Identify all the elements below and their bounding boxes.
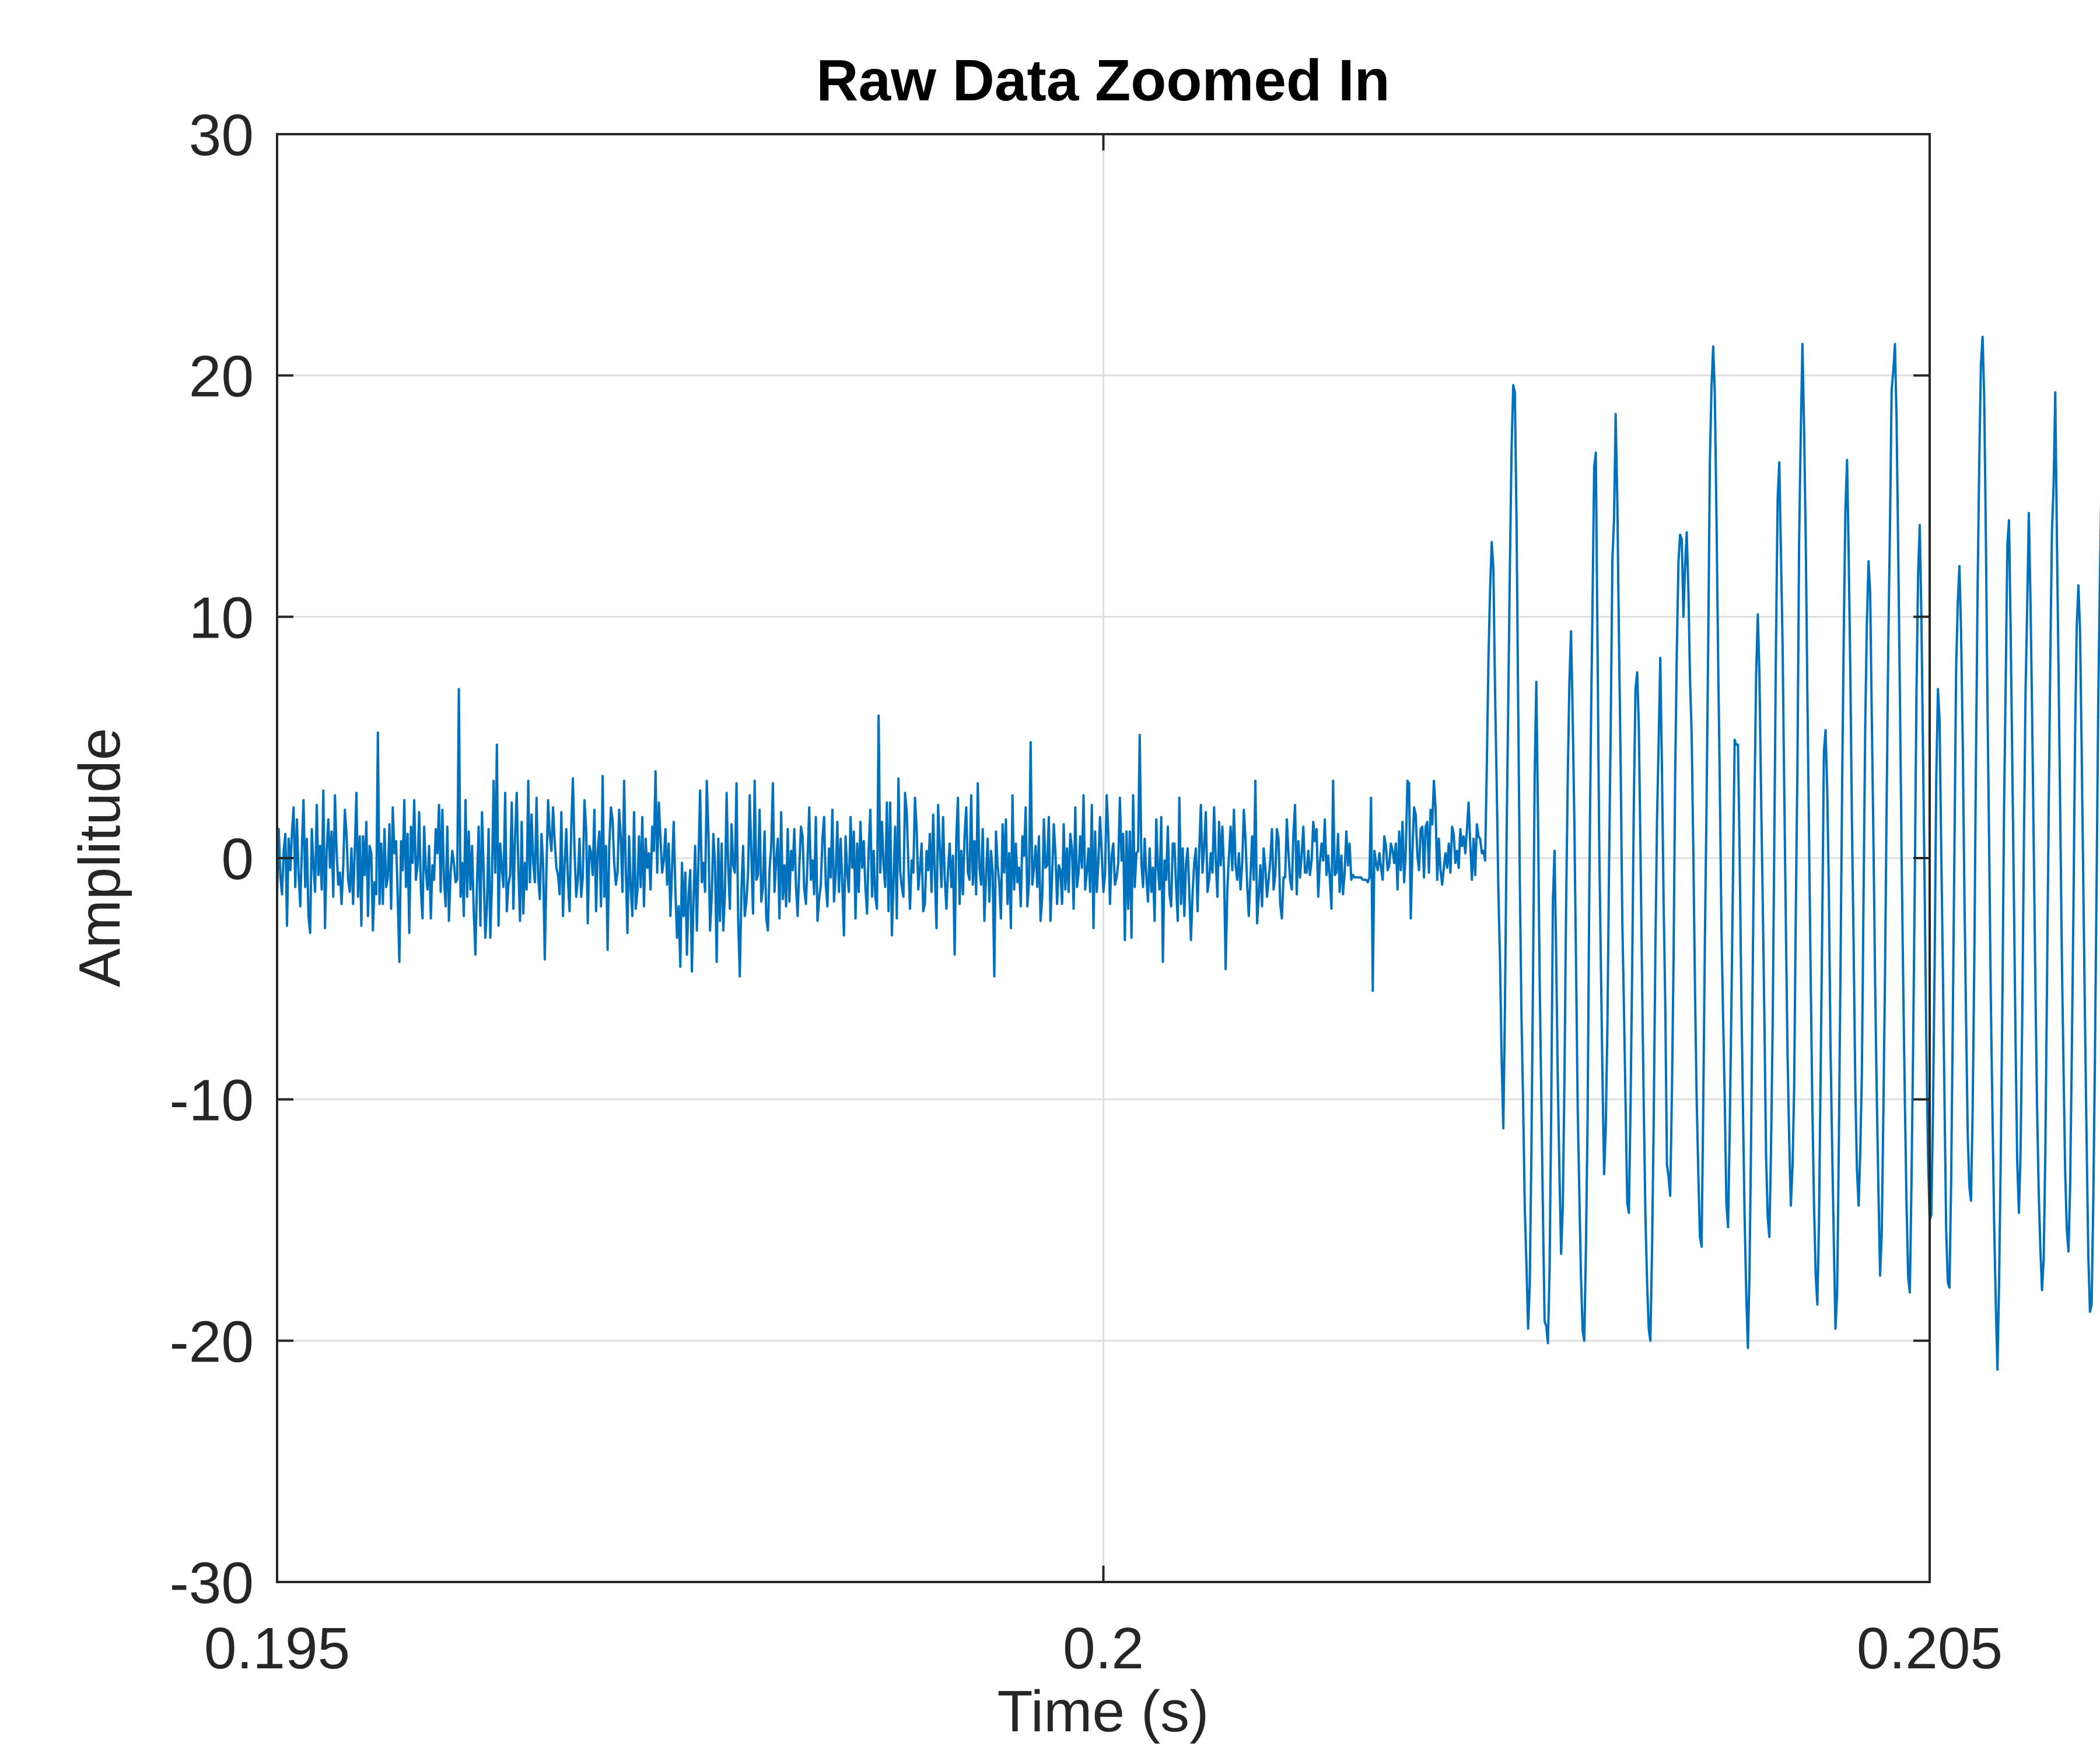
y-tick-label: 30 [189,103,254,168]
axis-ticks [276,133,1931,1583]
y-tick-label: 10 [189,585,254,650]
y-tick-label: -30 [169,1550,254,1616]
x-tick-label: 0.205 [1857,1616,2003,1681]
series-line [276,335,2100,1371]
x-tick-label: 0.2 [1063,1616,1144,1681]
y-tick-label: -20 [169,1309,254,1374]
x-tick-labels: 0.195 0.2 0.205 [204,1616,2003,1681]
y-tick-label: 0 [221,827,254,892]
y-axis-label: Amplitude [67,728,132,988]
x-axis-label: Time (s) [998,1679,1209,1744]
y-tick-label: -10 [169,1068,254,1133]
y-tick-labels: -30 -20 -10 0 10 20 30 [169,103,254,1616]
y-tick-label: 20 [189,344,254,410]
x-tick-label: 0.195 [204,1616,350,1681]
chart-title: Raw Data Zoomed In [816,48,1390,113]
